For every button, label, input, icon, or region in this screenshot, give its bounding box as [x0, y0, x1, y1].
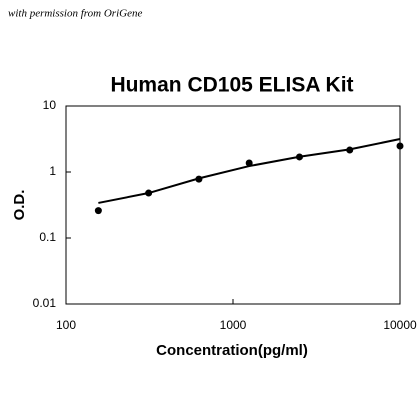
data-point [94, 207, 102, 215]
y-axis-label: O.D. [11, 190, 28, 221]
x-tick-label: 10000 [383, 318, 417, 332]
x-tick-label: 100 [56, 318, 76, 332]
plot-frame [65, 105, 401, 305]
y-tick-label: 0.01 [33, 296, 57, 310]
x-tick-label: 1000 [220, 318, 247, 332]
data-point [396, 142, 404, 150]
y-tick-label: 1 [49, 164, 56, 178]
y-tick-label: 10 [43, 98, 57, 112]
fit-line [98, 138, 401, 204]
data-point [245, 159, 253, 167]
permission-note: with permission from OriGene [8, 8, 142, 20]
y-tick-label: 0.1 [39, 230, 56, 244]
chart-title: Human CD105 ELISA Kit [110, 74, 353, 97]
x-axis-label: Concentration(pg/ml) [156, 342, 308, 359]
